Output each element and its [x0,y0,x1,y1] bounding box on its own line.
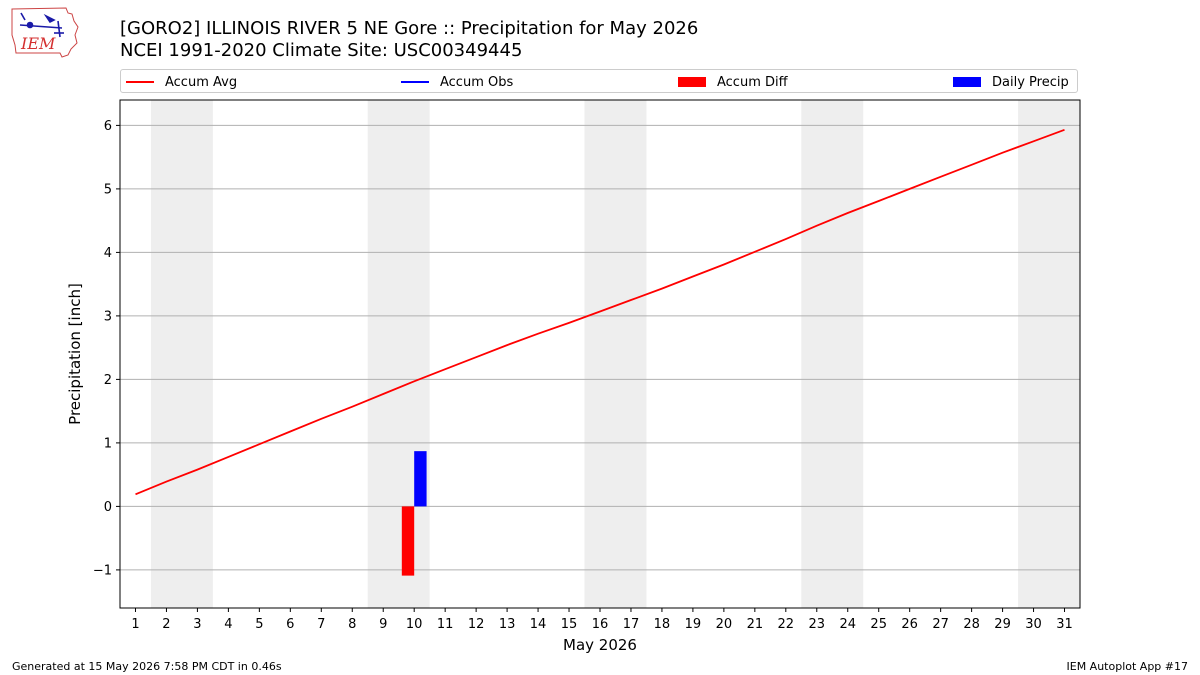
y-tick-label: 0 [104,500,112,515]
y-tick-label: 4 [104,246,112,261]
x-tick-label: 11 [437,617,454,632]
x-tick-label: 26 [901,617,918,632]
x-tick-label: 30 [1025,617,1042,632]
weekend-band [1018,100,1080,608]
y-tick-label: 2 [104,373,112,388]
generated-timestamp: Generated at 15 May 2026 7:58 PM CDT in … [12,660,282,673]
chart-title: [GORO2] ILLINOIS RIVER 5 NE Gore :: Prec… [120,18,699,39]
legend-item-accum-avg: Accum Avg [126,70,237,94]
x-tick-label: 18 [654,617,671,632]
legend-item-accum-diff: Accum Diff [678,70,788,94]
x-tick-label: 1 [131,617,139,632]
x-tick-label: 5 [255,617,263,632]
x-tick-label: 24 [839,617,856,632]
y-tick-label: 5 [104,182,112,197]
x-tick-label: 31 [1056,617,1073,632]
legend-swatch-accum-obs [401,81,429,83]
iowa-state-outline [11,7,79,58]
x-tick-label: 29 [994,617,1011,632]
accum-diff-bar [401,506,415,576]
x-tick-label: 23 [809,617,826,632]
chart-subtitle: NCEI 1991-2020 Climate Site: USC00349445 [120,40,523,61]
x-tick-label: 4 [224,617,232,632]
legend-label-accum-avg: Accum Avg [165,74,238,90]
x-tick-label: 17 [623,617,640,632]
y-axis-label: Precipitation [inch] [66,283,84,425]
y-tick-label: −1 [93,563,112,578]
bars [401,451,427,576]
x-tick-label: 28 [963,617,980,632]
series-lines [135,128,1065,496]
y-gridlines [120,124,1080,571]
weekend-band [367,100,430,608]
x-tick-label: 27 [932,617,949,632]
weather-instruments-icon [19,12,64,38]
app-credit: IEM Autoplot App #17 [1066,660,1189,673]
accum-avg-line [135,128,1065,496]
legend-swatch-accum-diff [678,77,706,87]
y-tick-label: 6 [104,119,112,134]
x-tick-label: 2 [162,617,170,632]
x-tick-label: 7 [317,617,325,632]
legend-label-daily-precip: Daily Precip [992,74,1069,90]
x-tick-label: 25 [870,617,887,632]
x-tick-label: 22 [778,617,795,632]
x-tick-label: 20 [716,617,733,632]
x-tick-label: 3 [193,617,201,632]
iem-logo: IEM [11,7,79,58]
x-tick-label: 10 [406,617,423,632]
x-tick-label: 8 [348,617,356,632]
legend-item-daily-precip: Daily Precip [953,70,1069,94]
x-tick-label: 16 [592,617,609,632]
legend-swatch-daily-precip [953,77,981,87]
legend-swatch-accum-avg [126,81,154,83]
legend-label-accum-diff: Accum Diff [717,74,788,90]
x-tick-label: 9 [379,617,387,632]
x-tick-label: 14 [530,617,547,632]
y-tick-label: 1 [104,436,112,451]
x-axis: 1 2 3 4 5 6 7 8 9 10 11 12 13 14 15 16 17 18 19 20 21 22 23 24 2… [131,608,1073,632]
logo-text: IEM [20,34,56,53]
chart-title-block: [GORO2] ILLINOIS RIVER 5 NE Gore :: Prec… [120,18,698,62]
daily-precip-bar [414,451,427,507]
x-tick-label: 13 [499,617,516,632]
legend: Accum Avg Accum Obs Accum Diff Daily Pre… [120,69,1078,93]
weekend-shading [150,100,1080,608]
x-tick-label: 19 [685,617,702,632]
legend-item-accum-obs: Accum Obs [401,70,513,94]
weekend-band [150,100,213,608]
weekend-band [801,100,864,608]
x-tick-label: 21 [747,617,764,632]
legend-label-accum-obs: Accum Obs [440,74,514,90]
x-axis-label: May 2026 [563,636,637,654]
x-tick-label: 12 [468,617,485,632]
x-tick-label: 15 [561,617,578,632]
weekend-band [584,100,647,608]
y-axis: −1 0 1 2 3 4 5 6 [93,119,120,578]
y-tick-label: 3 [104,309,112,324]
x-tick-label: 6 [286,617,294,632]
